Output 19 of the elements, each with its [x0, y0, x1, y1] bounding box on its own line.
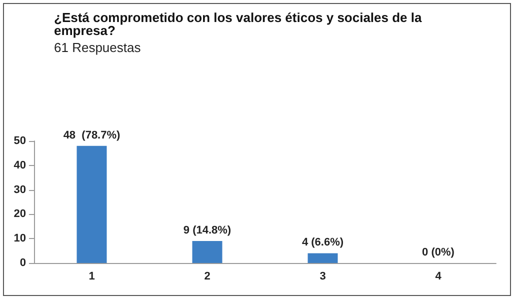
y-tick-label: 50 — [14, 135, 26, 147]
x-tick-label: 1 — [88, 270, 95, 282]
bar — [76, 146, 107, 263]
chart-title: ¿Está comprometido con los valores éticos y sociales de la empresa? — [54, 10, 426, 38]
data-label: 48 (78.7%) — [63, 129, 121, 142]
chart-subtitle: 61 Respuestas — [54, 40, 142, 55]
y-tick-label: 30 — [14, 184, 26, 196]
data-label: 0 (0%) — [422, 246, 455, 258]
y-tick-label: 40 — [14, 159, 26, 172]
data-label: 4 (6.6%) — [302, 236, 344, 249]
y-tick-label: 0 — [20, 257, 26, 269]
data-label: 9 (14.8%) — [183, 224, 232, 237]
bar — [308, 253, 338, 263]
x-tick-label: 2 — [204, 270, 210, 282]
x-tick-label: 4 — [435, 270, 442, 282]
y-tick-label: 10 — [14, 232, 26, 245]
x-tick-label: 3 — [320, 270, 326, 282]
bar — [192, 241, 222, 263]
y-tick-label: 20 — [14, 208, 26, 220]
